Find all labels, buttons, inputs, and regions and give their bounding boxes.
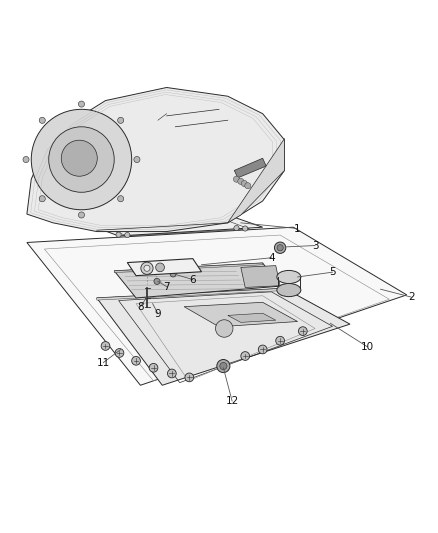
Circle shape bbox=[116, 232, 121, 237]
Text: 2: 2 bbox=[408, 292, 414, 302]
Circle shape bbox=[155, 263, 164, 272]
Circle shape bbox=[234, 225, 239, 231]
Ellipse shape bbox=[277, 270, 301, 284]
Circle shape bbox=[212, 215, 217, 220]
Circle shape bbox=[238, 179, 244, 184]
Circle shape bbox=[275, 242, 286, 253]
Circle shape bbox=[134, 157, 140, 163]
Polygon shape bbox=[127, 259, 201, 276]
Circle shape bbox=[277, 245, 283, 251]
Text: 3: 3 bbox=[312, 240, 318, 251]
Circle shape bbox=[220, 362, 227, 370]
Circle shape bbox=[298, 327, 307, 335]
Circle shape bbox=[118, 117, 124, 123]
Circle shape bbox=[31, 109, 132, 210]
Circle shape bbox=[39, 117, 45, 123]
Text: 6: 6 bbox=[190, 274, 196, 285]
Ellipse shape bbox=[277, 284, 301, 297]
Circle shape bbox=[215, 320, 233, 337]
Polygon shape bbox=[114, 263, 280, 298]
Text: 9: 9 bbox=[155, 309, 161, 319]
Text: 11: 11 bbox=[97, 358, 110, 368]
Circle shape bbox=[170, 271, 176, 277]
Polygon shape bbox=[114, 263, 263, 272]
Circle shape bbox=[49, 127, 114, 192]
Circle shape bbox=[107, 221, 113, 227]
Circle shape bbox=[61, 140, 97, 176]
Polygon shape bbox=[241, 265, 280, 287]
Polygon shape bbox=[27, 227, 407, 385]
Circle shape bbox=[125, 232, 130, 238]
Circle shape bbox=[144, 265, 150, 271]
Circle shape bbox=[245, 183, 251, 189]
Polygon shape bbox=[97, 288, 350, 385]
Circle shape bbox=[258, 345, 267, 354]
Circle shape bbox=[241, 352, 250, 360]
Circle shape bbox=[39, 196, 45, 202]
Circle shape bbox=[217, 359, 230, 373]
Circle shape bbox=[167, 369, 176, 378]
Circle shape bbox=[94, 222, 99, 227]
Text: 7: 7 bbox=[163, 281, 170, 292]
Text: 8: 8 bbox=[137, 302, 144, 312]
Circle shape bbox=[118, 196, 124, 202]
Polygon shape bbox=[228, 313, 276, 322]
Polygon shape bbox=[184, 302, 297, 327]
Circle shape bbox=[185, 373, 194, 382]
Circle shape bbox=[154, 278, 160, 285]
Text: 4: 4 bbox=[268, 253, 275, 263]
Circle shape bbox=[101, 342, 110, 350]
Polygon shape bbox=[84, 215, 263, 236]
Circle shape bbox=[23, 157, 29, 163]
Circle shape bbox=[115, 349, 124, 357]
Circle shape bbox=[241, 181, 247, 187]
Polygon shape bbox=[234, 158, 266, 178]
Circle shape bbox=[149, 364, 158, 372]
Text: 1: 1 bbox=[294, 223, 301, 233]
Circle shape bbox=[243, 226, 248, 231]
Circle shape bbox=[78, 101, 85, 107]
Circle shape bbox=[276, 336, 285, 345]
Text: 10: 10 bbox=[361, 342, 374, 352]
Polygon shape bbox=[27, 87, 285, 231]
Polygon shape bbox=[97, 288, 285, 300]
Text: 5: 5 bbox=[329, 267, 336, 277]
Circle shape bbox=[141, 262, 153, 274]
Circle shape bbox=[225, 215, 230, 220]
Polygon shape bbox=[228, 139, 285, 223]
Circle shape bbox=[233, 176, 240, 182]
Circle shape bbox=[132, 357, 141, 365]
Circle shape bbox=[78, 212, 85, 218]
Text: 12: 12 bbox=[226, 396, 239, 406]
